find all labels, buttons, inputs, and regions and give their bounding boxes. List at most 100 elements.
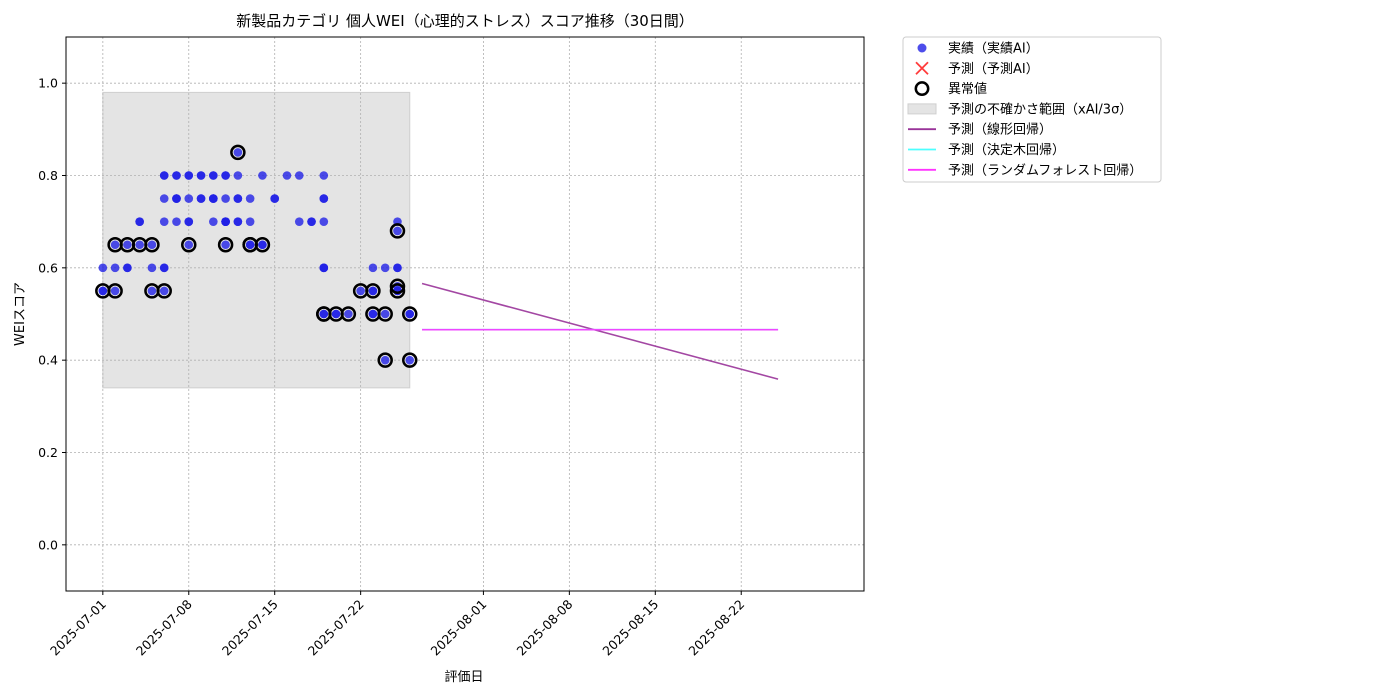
actual-point [380,355,390,365]
anomaly-marker [181,237,197,253]
actual-point [282,171,292,180]
actual-point [319,194,329,203]
actual-point [368,309,378,319]
anomaly-marker [230,144,246,161]
anomaly-marker [402,352,418,368]
actual-point [221,171,230,180]
actual-point [393,263,402,273]
series-line-4 [421,282,779,380]
actual-point [123,263,132,273]
x-tick-label: 2025-08-15 [599,597,661,659]
actual-point [380,309,390,319]
actual-point [184,240,194,250]
actual-point [172,171,181,180]
y-tick-label: 0.6 [38,260,58,275]
anomaly-marker [107,283,123,299]
y-tick-label: 0.4 [38,353,58,368]
x-tick-label: 2025-08-08 [513,596,575,658]
y-tick-label: 0.8 [38,168,58,183]
actual-point [196,194,206,203]
actual-point [294,217,304,226]
actual-point [233,217,243,226]
actual-point [184,171,194,180]
x-tick-label: 2025-07-22 [305,597,367,659]
actual-point [209,171,218,180]
actual-point [159,263,169,273]
anomaly-marker [389,223,406,239]
legend-predicted-marker [915,61,929,75]
actual-point [405,309,415,319]
actual-point [405,355,415,365]
actual-point [221,217,230,226]
actual-point [307,217,316,226]
actual-point [98,286,108,296]
actual-point [331,309,341,319]
anomaly-marker [377,352,393,368]
actual-point [159,171,169,180]
legend-box [902,36,1162,183]
legend-band-swatch [907,103,937,115]
x-tick-label: 2025-07-15 [219,597,281,659]
anomaly-marker [389,283,406,299]
anomaly-marker [389,278,406,295]
legend-anomaly-marker [914,81,930,97]
anomaly-marker [254,237,271,253]
actual-point [159,194,169,203]
legend-actual-marker [917,43,927,53]
actual-point [233,194,243,203]
anomaly-marker [217,237,234,253]
anomaly-marker [340,306,357,322]
actual-point [258,240,267,250]
actual-point [344,309,353,319]
anomaly-marker [365,283,381,299]
legend-entry-label: 予測の不確かさ範囲（xAI/3σ） [948,101,1132,117]
actual-point [221,240,230,250]
anomaly-marker [377,306,393,322]
actual-point [380,263,390,273]
anomaly-marker [144,237,160,253]
x-tick-label: 2025-08-01 [428,597,490,659]
actual-point [135,217,144,226]
actual-point [184,194,194,203]
legend-entry-label: 実績（実績AI） [948,41,1039,57]
x-tick-label: 2025-08-22 [685,597,747,659]
actual-point [245,194,255,203]
x-tick-label: 2025-07-01 [47,597,109,659]
plot-frame [65,36,865,592]
y-tick-label: 1.0 [38,76,58,91]
actual-point [172,194,181,203]
actual-point [123,240,132,250]
actual-point [233,171,243,180]
legend-entry-label: 予測（予測AI） [948,62,1039,77]
actual-point [196,171,206,180]
actual-point [184,217,194,226]
actual-point [221,194,230,203]
actual-point [233,148,243,157]
legend-entry-label: 予測（線形回帰） [948,122,1052,138]
x-tick-label: 2025-07-08 [133,596,195,658]
chart-title: 新製品カテゴリ 個人WEI（心理的ストレス）スコア推移（30日間） [236,12,694,30]
x-axis-label: 評価日 [444,670,483,685]
actual-point [245,240,255,250]
y-tick-label: 0.2 [38,445,58,460]
anomaly-marker [402,306,418,322]
actual-point [258,171,267,180]
actual-point [172,217,181,226]
actual-point [319,263,329,273]
actual-point [135,240,144,250]
actual-point [368,286,378,296]
actual-point [159,286,169,296]
actual-point [393,226,402,236]
actual-point [147,240,157,250]
actual-point [110,263,120,273]
actual-point [98,263,108,273]
actual-point [319,217,329,226]
actual-point [159,217,169,226]
actual-point [147,263,157,273]
actual-point [319,309,329,319]
legend-entry-label: 予測（決定木回帰） [948,142,1065,158]
actual-point [110,286,120,296]
y-tick-label: 0.0 [38,537,58,552]
